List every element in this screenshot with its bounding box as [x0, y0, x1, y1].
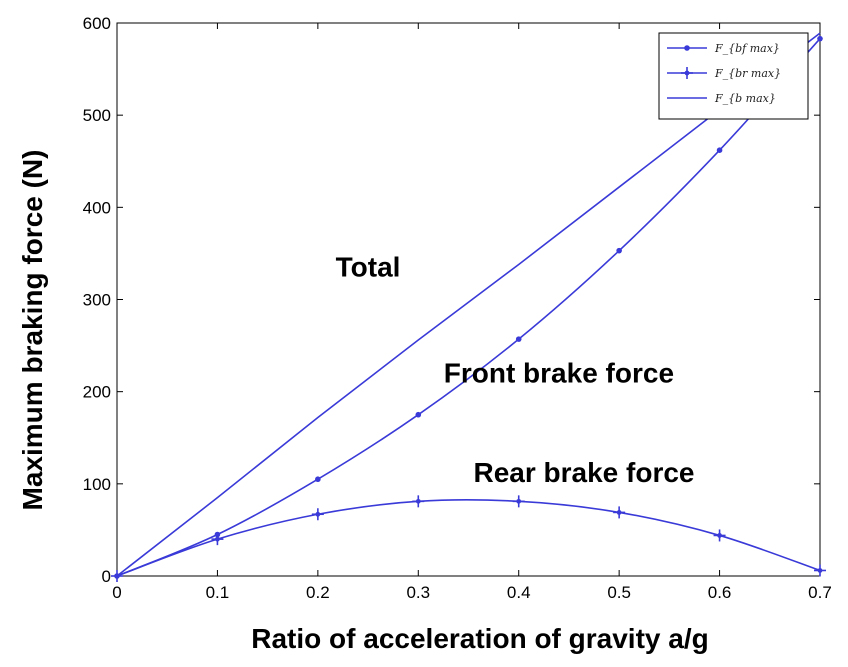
y-axis: 0 100 200 300 400 500 600 [83, 14, 820, 586]
data-point [717, 533, 722, 538]
data-point [515, 336, 522, 342]
y-tick-label: 500 [83, 106, 111, 125]
series-line [116, 499, 821, 577]
x-tick-label: 0.2 [306, 583, 330, 602]
annotations: Total Front brake force Rear brake force [336, 251, 695, 488]
x-tick-label: 0.5 [607, 583, 631, 602]
annotation-label: Total [336, 251, 401, 282]
series-line [116, 32, 821, 577]
y-tick-label: 0 [102, 567, 111, 586]
series-2 [116, 32, 821, 577]
x-tick-label: 0.6 [708, 583, 732, 602]
legend-label: F_{br max} [714, 67, 781, 80]
data-point [516, 498, 522, 504]
x-axis: 0 0.1 0.2 0.3 0.4 0.5 0.6 0.7 [112, 23, 832, 602]
legend-label: F_{bf max} [714, 42, 780, 55]
y-tick-label: 400 [83, 198, 111, 217]
y-tick-label: 200 [83, 383, 111, 402]
data-point [315, 511, 321, 517]
data-point [817, 35, 823, 42]
series-1 [111, 495, 826, 582]
data-point [684, 45, 690, 51]
data-point [415, 411, 422, 418]
y-axis-title: Maximum braking force (N) [17, 150, 48, 511]
legend: F_{bf max} F_{br max} F_{b max} [658, 32, 809, 120]
data-point [817, 568, 823, 573]
y-tick-label: 100 [83, 475, 111, 494]
data-point [616, 247, 622, 254]
x-tick-label: 0 [112, 583, 121, 602]
x-tick-label: 0.3 [406, 583, 430, 602]
data-point [315, 476, 321, 483]
annotation-label: Front brake force [444, 357, 674, 388]
data-point [716, 147, 723, 153]
x-tick-label: 0.1 [206, 583, 230, 602]
annotation-label: Rear brake force [473, 457, 694, 488]
data-point [684, 70, 690, 76]
x-axis-title: Ratio of acceleration of gravity a/g [251, 623, 708, 654]
data-point [415, 498, 421, 504]
legend-entry: F_{br max} [667, 67, 781, 80]
y-tick-label: 300 [83, 291, 111, 310]
series-0 [114, 35, 823, 579]
data-point [616, 510, 622, 515]
series-layer [111, 32, 826, 582]
x-tick-label: 0.7 [808, 583, 832, 602]
data-point [215, 536, 220, 542]
legend-entry: F_{b max} [667, 92, 776, 105]
y-tick-label: 600 [83, 14, 111, 33]
legend-entry: F_{bf max} [667, 42, 780, 55]
x-tick-label: 0.4 [507, 583, 531, 602]
legend-label: F_{b max} [714, 92, 776, 105]
